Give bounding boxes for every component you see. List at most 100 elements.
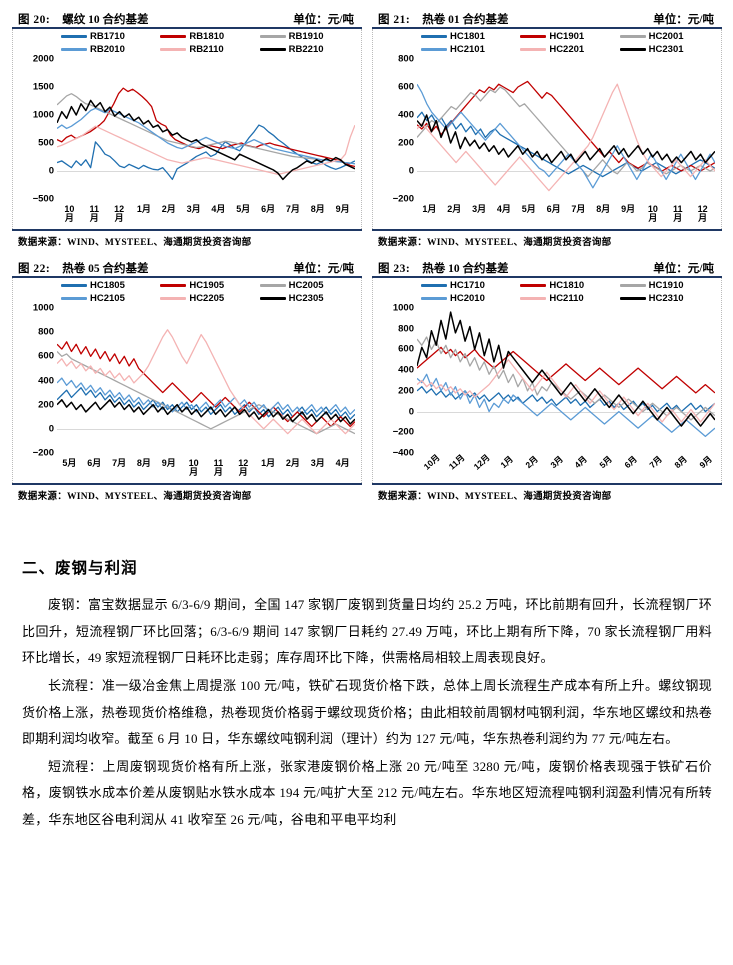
legend-item[interactable]: RB1710: [61, 31, 158, 42]
legend-swatch: [160, 48, 187, 51]
legend-item[interactable]: HC2010: [421, 293, 518, 304]
x-axis: 1月 2月 3月 4月 5月 6月 7月 8月 9月 10 月 11 月 12 月: [417, 203, 715, 229]
legend-label: RB1810: [189, 31, 225, 42]
y-axis-tick: −200: [392, 193, 414, 205]
legend-swatch: [160, 284, 187, 287]
x-axis-tick: 4月: [335, 458, 350, 468]
y-axis-tick: 600: [38, 350, 54, 362]
series-line: [57, 378, 355, 414]
legend-label: RB1710: [90, 31, 125, 42]
legend-label: RB2010: [90, 44, 125, 55]
x-axis-tick: 6月: [546, 204, 561, 214]
y-axis-tick: 600: [398, 343, 414, 355]
series-line: [417, 112, 715, 176]
legend-swatch: [520, 35, 547, 38]
legend-item[interactable]: HC2205: [160, 293, 257, 304]
series-lines: [417, 278, 715, 483]
legend-label: HC2105: [90, 293, 125, 304]
chart-header: 图 22: 热卷 05 合约基差 单位：元/吨: [12, 259, 362, 278]
y-axis-tick: 0: [408, 165, 414, 177]
legend-item[interactable]: HC2005: [259, 280, 357, 291]
legend-swatch: [61, 35, 87, 38]
legend-item[interactable]: HC2310: [619, 293, 717, 304]
y-axis-tick: 500: [38, 137, 54, 149]
legend-label: HC2201: [549, 44, 585, 55]
legend-item[interactable]: HC2105: [61, 293, 158, 304]
chart-figure-number: 图 23:: [378, 263, 411, 275]
legend-swatch: [421, 297, 447, 300]
y-axis-tick: 0: [408, 406, 414, 418]
x-axis-tick: 4月: [496, 204, 511, 214]
x-axis-tick: 4月: [211, 204, 226, 214]
legend-swatch: [619, 48, 646, 51]
x-axis-tick: 9月: [621, 204, 636, 214]
x-axis-tick: 3月: [186, 204, 201, 214]
legend-swatch: [619, 284, 646, 287]
legend-swatch: [259, 297, 286, 300]
y-axis-tick: 1000: [32, 109, 54, 121]
legend-item[interactable]: HC2305: [259, 293, 357, 304]
chart-source: 数据来源：WIND、MYSTEEL、海通期货投资咨询部: [372, 483, 722, 505]
legend-item[interactable]: HC2001: [619, 31, 717, 42]
legend-item[interactable]: RB2010: [61, 44, 158, 55]
plot-area: [417, 29, 715, 229]
x-axis-tick: 6月: [261, 204, 276, 214]
legend-item[interactable]: HC1901: [520, 31, 617, 42]
x-axis-tick: 9月: [335, 204, 350, 214]
legend-item[interactable]: HC2110: [520, 293, 617, 304]
y-axis-tick: −500: [32, 193, 54, 205]
series-line: [57, 342, 355, 427]
zero-gridline: [57, 428, 355, 430]
legend-item[interactable]: HC2301: [619, 44, 717, 55]
chart-figure-number: 图 22:: [18, 263, 51, 275]
chart-header: 图 20: 螺纹 10 合约基差 单位：元/吨: [12, 10, 362, 29]
series-line: [57, 125, 355, 174]
x-axis-tick: 7月: [285, 204, 300, 214]
legend-label: HC1805: [90, 280, 125, 291]
plot-area: [57, 29, 355, 229]
legend-item[interactable]: HC1801: [421, 31, 518, 42]
x-axis-tick: 7月: [571, 204, 586, 214]
legend-item[interactable]: HC2101: [421, 44, 518, 55]
chart-figure-number: 图 21:: [378, 14, 411, 26]
legend-label: RB2110: [189, 44, 224, 55]
x-axis-tick: 8月: [596, 204, 611, 214]
plot-area: [57, 278, 355, 483]
legend-item[interactable]: HC1805: [61, 280, 158, 291]
series-line: [57, 352, 355, 434]
series-line: [57, 388, 355, 419]
legend-item[interactable]: RB2110: [160, 44, 257, 55]
legend-item[interactable]: RB1810: [160, 31, 257, 42]
legend-swatch: [259, 35, 286, 38]
legend-item[interactable]: RB2210: [259, 44, 357, 55]
legend-label: HC2005: [288, 280, 324, 291]
x-axis-tick: 1月: [422, 204, 437, 214]
series-line: [417, 84, 715, 190]
chart-legend: HC1710 HC1810 HC1910 HC2010 HC2110 HC2310: [421, 280, 717, 304]
paragraph-scrap: 废钢：富宝数据显示 6/3-6/9 期间，全国 147 家钢厂废钢到货量日均约 …: [22, 597, 712, 666]
legend-item[interactable]: HC1905: [160, 280, 257, 291]
legend-item[interactable]: HC1810: [520, 280, 617, 291]
legend-label: HC1810: [549, 280, 585, 291]
legend-item[interactable]: HC2201: [520, 44, 617, 55]
legend-item[interactable]: HC1710: [421, 280, 518, 291]
y-axis-tick: 600: [398, 81, 414, 93]
y-axis-tick: 0: [48, 165, 54, 177]
legend-swatch: [520, 48, 547, 51]
x-axis-tick: 7月: [112, 458, 127, 468]
chart-unit: 单位：元/吨: [653, 14, 714, 26]
legend-item[interactable]: HC1910: [619, 280, 717, 291]
chart-plot-region: 1000 800 600 400 200 0 −200 HC1805 HC1905 HC2005 H…: [12, 278, 362, 483]
chart-header: 图 23: 热卷 10 合约基差 单位：元/吨: [372, 259, 722, 278]
chart-unit: 单位：元/吨: [293, 14, 354, 26]
section-heading: 二、废钢与利润: [22, 560, 138, 577]
y-axis-tick: −400: [392, 447, 414, 459]
legend-item[interactable]: RB1910: [259, 31, 357, 42]
legend-label: RB2210: [288, 44, 324, 55]
